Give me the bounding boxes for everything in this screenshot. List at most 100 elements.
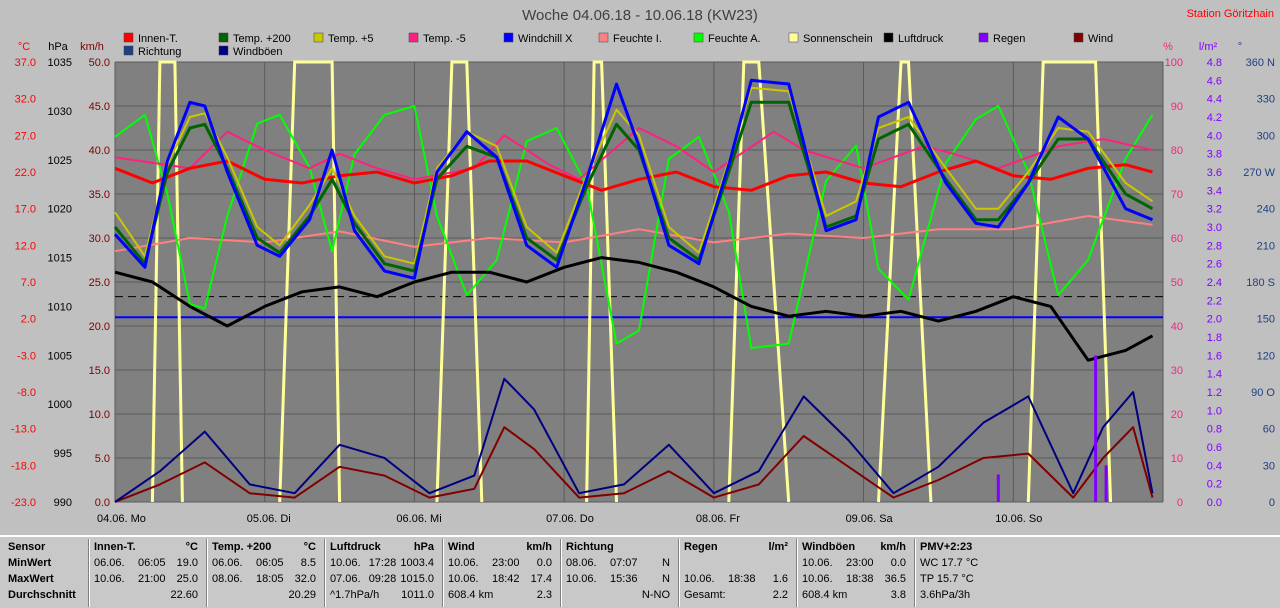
axis-tick-pressure_hpa: 1020 [48, 204, 72, 216]
axis-tick-pressure_hpa: 1035 [48, 57, 72, 69]
axis-tick-direction: 0 [1269, 497, 1275, 509]
axis-tick-pressure_hpa: 1005 [48, 350, 72, 362]
axis-tick-pressure_hpa: 1000 [48, 399, 72, 411]
stats-value-min: 10.06. 23:00 0.0 [448, 557, 552, 569]
axis-unit-direction: ° [1238, 41, 1242, 53]
stats-column-header: Luftdruck hPa [330, 541, 434, 553]
axis-tick-rain_lm2: 3.0 [1207, 222, 1222, 234]
axis-tick-temp_c: -13.0 [11, 424, 36, 436]
legend-label: Wind [1088, 33, 1113, 45]
axis-tick-temp_c: 12.0 [15, 240, 36, 252]
axis-tick-direction: 330 [1257, 94, 1275, 106]
axis-tick-rain_lm2: 0.6 [1207, 442, 1222, 454]
axis-ticks: 37.0 32.0 27.0 22.0 17.0 12.0 7.0 2.0 -3.0 -8.0 -1… [11, 57, 1276, 509]
axis-tick-wind_kmh: 25.0 [89, 277, 110, 289]
axis-tick-temp_c: 22.0 [15, 167, 36, 179]
legend-swatch [218, 45, 229, 56]
legend-swatch [313, 32, 324, 43]
axis-tick-direction: 180 S [1246, 277, 1275, 289]
axis-tick-temp_c: 27.0 [15, 130, 36, 142]
axis-tick-pressure_hpa: 1015 [48, 253, 72, 265]
axis-tick-humidity_pct: 80 [1171, 145, 1183, 157]
x-axis-day-label: 04.06. Mo [97, 513, 146, 525]
axis-tick-rain_lm2: 4.4 [1207, 94, 1222, 106]
legend-swatch [123, 32, 134, 43]
stats-column-header: PMV+2:23 [920, 541, 973, 553]
stats-value-avg: 20.29 [288, 589, 316, 601]
series-line-feuchte-a- [114, 105, 1154, 349]
stats-column-header: Regen l/m² [684, 541, 788, 553]
axis-tick-wind_kmh: 10.0 [89, 409, 110, 421]
axis-tick-direction: 30 [1263, 460, 1275, 472]
axis-tick-rain_lm2: 3.4 [1207, 185, 1222, 197]
axis-tick-direction: 90 O [1251, 387, 1275, 399]
series-line-wind [114, 426, 1154, 503]
axis-unit-pressure_hpa: hPa [48, 41, 68, 53]
series-line-temp-200 [113, 100, 1154, 273]
axis-tick-humidity_pct: 0 [1177, 497, 1183, 509]
stats-column-header: Wind km/h [448, 541, 552, 553]
axis-unit-wind_kmh: km/h [80, 41, 104, 53]
series-line-temp-5 [114, 127, 1153, 181]
axis-tick-humidity_pct: 40 [1171, 321, 1183, 333]
axis-tick-wind_kmh: 50.0 [89, 57, 110, 69]
axis-tick-direction: 300 [1257, 130, 1275, 142]
axis-tick-rain_lm2: 0.8 [1207, 424, 1222, 436]
chart-series [113, 60, 1163, 503]
station-name: Station Göritzhain [1187, 8, 1274, 20]
stats-value-max: 10.06. 18:38 36.5 [802, 573, 906, 585]
axis-tick-pressure_hpa: 1030 [48, 106, 72, 118]
series-line-windchill-x [113, 78, 1154, 280]
legend-swatch [408, 32, 419, 43]
stats-value-max: 10.06. 18:42 17.4 [448, 573, 552, 585]
axis-tick-wind_kmh: 40.0 [89, 145, 110, 157]
sunshine-segment [278, 60, 342, 503]
legend-swatch [693, 32, 704, 43]
stats-value-avg: N-NO [641, 589, 670, 601]
x-axis-day-label: 05.06. Di [247, 513, 291, 525]
axis-tick-pressure_hpa: 995 [54, 448, 72, 460]
series-line-temp-5 [114, 86, 1154, 265]
legend-label: Windböen [233, 46, 283, 58]
stats-value-avg: Gesamt: 2.2 [684, 589, 788, 601]
legend-label: Richtung [138, 46, 181, 58]
stats-value-max: TP 15.7 °C [920, 573, 974, 585]
axis-tick-temp_c: -3.0 [17, 350, 36, 362]
stats-column-header: Temp. +200 °C [212, 541, 316, 553]
stats-value-avg: 22.60 [170, 589, 198, 601]
stats-value-max: 10.06. 18:38 1.6 [684, 573, 788, 585]
axis-tick-temp_c: -23.0 [11, 497, 36, 509]
x-axis-day-label: 09.06. Sa [846, 513, 894, 525]
chart-title: Woche 04.06.18 - 10.06.18 (KW23) [522, 7, 758, 24]
stats-value-avg: 3.6hPa/3h [920, 589, 971, 601]
axis-tick-humidity_pct: 50 [1171, 277, 1183, 289]
stats-label-avg: Durchschnitt [8, 589, 76, 601]
legend-label: Temp. +5 [328, 33, 374, 45]
axis-tick-direction: 270 W [1243, 167, 1275, 179]
stats-row-labels: Sensor MinWert MaxWert Durchschnitt [0, 539, 94, 607]
axis-tick-temp_c: -18.0 [11, 460, 36, 472]
legend-label: Sonnenschein [803, 33, 873, 45]
stats-value-min: 06.06. 06:05 19.0 [94, 557, 198, 569]
series-line-luftdruck [114, 256, 1154, 362]
stats-column: Richtung 08.06. 07:07 N 10.06. 15:36 N N-NO [560, 539, 676, 607]
axis-tick-rain_lm2: 4.8 [1207, 57, 1222, 69]
axis-tick-rain_lm2: 2.2 [1207, 295, 1222, 307]
axis-tick-wind_kmh: 5.0 [95, 453, 110, 465]
axis-tick-humidity_pct: 30 [1171, 365, 1183, 377]
weather-chart: Woche 04.06.18 - 10.06.18 (KW23) Station… [10, 7, 1276, 525]
series-line-innen-t- [114, 159, 1153, 192]
stats-column: Temp. +200 °C 06.06. 06:05 8.5 08.06. 18:05 32.… [206, 539, 322, 607]
axis-tick-rain_lm2: 1.6 [1207, 350, 1222, 362]
stats-column-header: Windböen km/h [802, 541, 906, 553]
axis-tick-pressure_hpa: 1010 [48, 301, 72, 313]
axis-tick-direction: 120 [1257, 350, 1275, 362]
stats-column-header: Innen-T. °C [94, 541, 198, 553]
axis-tick-rain_lm2: 1.4 [1207, 369, 1222, 381]
legend-label: Temp. -5 [423, 33, 466, 45]
legend-swatch [1073, 32, 1084, 43]
axis-tick-rain_lm2: 1.0 [1207, 405, 1222, 417]
axis-tick-wind_kmh: 0.0 [95, 497, 110, 509]
sunshine-segment [585, 60, 618, 503]
axis-tick-humidity_pct: 100 [1165, 57, 1183, 69]
